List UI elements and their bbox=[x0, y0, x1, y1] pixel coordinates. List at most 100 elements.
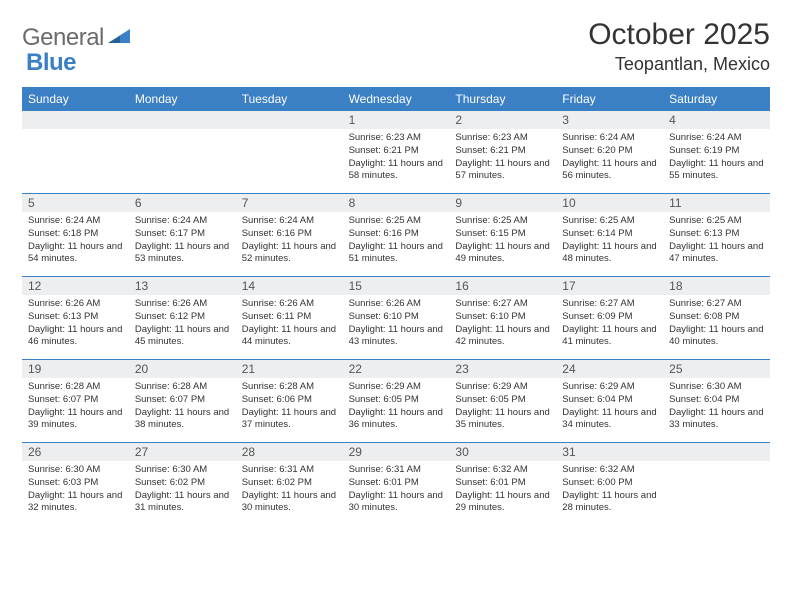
day-number: 2 bbox=[449, 111, 556, 129]
day-body: Sunrise: 6:24 AMSunset: 6:17 PMDaylight:… bbox=[129, 212, 236, 272]
day-cell: 27Sunrise: 6:30 AMSunset: 6:02 PMDayligh… bbox=[129, 443, 236, 525]
day-body: Sunrise: 6:26 AMSunset: 6:12 PMDaylight:… bbox=[129, 295, 236, 355]
day-cell: 10Sunrise: 6:25 AMSunset: 6:14 PMDayligh… bbox=[556, 194, 663, 276]
day-line: Sunrise: 6:25 AM bbox=[562, 215, 657, 228]
day-line: Daylight: 11 hours and 35 minutes. bbox=[455, 407, 550, 433]
day-cell: 23Sunrise: 6:29 AMSunset: 6:05 PMDayligh… bbox=[449, 360, 556, 442]
day-line: Sunrise: 6:28 AM bbox=[135, 381, 230, 394]
day-body: Sunrise: 6:30 AMSunset: 6:03 PMDaylight:… bbox=[22, 461, 129, 521]
day-line: Daylight: 11 hours and 32 minutes. bbox=[28, 490, 123, 516]
day-line: Sunset: 6:04 PM bbox=[562, 394, 657, 407]
day-cell: 11Sunrise: 6:25 AMSunset: 6:13 PMDayligh… bbox=[663, 194, 770, 276]
day-line: Daylight: 11 hours and 57 minutes. bbox=[455, 158, 550, 184]
day-line: Daylight: 11 hours and 40 minutes. bbox=[669, 324, 764, 350]
day-line: Sunrise: 6:28 AM bbox=[28, 381, 123, 394]
day-body: Sunrise: 6:28 AMSunset: 6:06 PMDaylight:… bbox=[236, 378, 343, 438]
day-line: Daylight: 11 hours and 55 minutes. bbox=[669, 158, 764, 184]
day-number: 19 bbox=[22, 360, 129, 378]
day-number: 14 bbox=[236, 277, 343, 295]
day-number: 29 bbox=[343, 443, 450, 461]
day-number bbox=[236, 111, 343, 129]
day-body: Sunrise: 6:27 AMSunset: 6:09 PMDaylight:… bbox=[556, 295, 663, 355]
day-line: Sunset: 6:10 PM bbox=[455, 311, 550, 324]
day-body: Sunrise: 6:24 AMSunset: 6:18 PMDaylight:… bbox=[22, 212, 129, 272]
day-line: Sunrise: 6:24 AM bbox=[242, 215, 337, 228]
day-line: Sunrise: 6:30 AM bbox=[135, 464, 230, 477]
day-line: Daylight: 11 hours and 53 minutes. bbox=[135, 241, 230, 267]
day-line: Sunset: 6:16 PM bbox=[349, 228, 444, 241]
weekday-header-row: SundayMondayTuesdayWednesdayThursdayFrid… bbox=[22, 87, 770, 111]
day-cell: 6Sunrise: 6:24 AMSunset: 6:17 PMDaylight… bbox=[129, 194, 236, 276]
day-line: Daylight: 11 hours and 30 minutes. bbox=[242, 490, 337, 516]
day-line: Daylight: 11 hours and 46 minutes. bbox=[28, 324, 123, 350]
day-line: Sunset: 6:00 PM bbox=[562, 477, 657, 490]
day-body: Sunrise: 6:30 AMSunset: 6:04 PMDaylight:… bbox=[663, 378, 770, 438]
day-line: Sunset: 6:05 PM bbox=[455, 394, 550, 407]
day-line: Daylight: 11 hours and 51 minutes. bbox=[349, 241, 444, 267]
week-row: 5Sunrise: 6:24 AMSunset: 6:18 PMDaylight… bbox=[22, 194, 770, 277]
day-cell: 5Sunrise: 6:24 AMSunset: 6:18 PMDaylight… bbox=[22, 194, 129, 276]
day-number: 3 bbox=[556, 111, 663, 129]
day-line: Sunset: 6:11 PM bbox=[242, 311, 337, 324]
day-line: Sunrise: 6:32 AM bbox=[562, 464, 657, 477]
day-cell: 8Sunrise: 6:25 AMSunset: 6:16 PMDaylight… bbox=[343, 194, 450, 276]
day-cell: 18Sunrise: 6:27 AMSunset: 6:08 PMDayligh… bbox=[663, 277, 770, 359]
day-line: Sunset: 6:07 PM bbox=[28, 394, 123, 407]
weekday-header: Thursday bbox=[449, 87, 556, 111]
day-line: Sunrise: 6:27 AM bbox=[455, 298, 550, 311]
day-cell: 29Sunrise: 6:31 AMSunset: 6:01 PMDayligh… bbox=[343, 443, 450, 525]
day-line: Sunset: 6:09 PM bbox=[562, 311, 657, 324]
day-line: Sunrise: 6:27 AM bbox=[669, 298, 764, 311]
day-line: Sunset: 6:20 PM bbox=[562, 145, 657, 158]
day-body: Sunrise: 6:24 AMSunset: 6:20 PMDaylight:… bbox=[556, 129, 663, 189]
day-line: Daylight: 11 hours and 43 minutes. bbox=[349, 324, 444, 350]
flag-icon bbox=[108, 29, 130, 47]
day-body: Sunrise: 6:26 AMSunset: 6:13 PMDaylight:… bbox=[22, 295, 129, 355]
day-cell: 21Sunrise: 6:28 AMSunset: 6:06 PMDayligh… bbox=[236, 360, 343, 442]
day-line: Sunset: 6:13 PM bbox=[669, 228, 764, 241]
day-body: Sunrise: 6:25 AMSunset: 6:16 PMDaylight:… bbox=[343, 212, 450, 272]
day-line: Sunset: 6:07 PM bbox=[135, 394, 230, 407]
day-cell bbox=[129, 111, 236, 193]
day-body: Sunrise: 6:26 AMSunset: 6:10 PMDaylight:… bbox=[343, 295, 450, 355]
day-line: Daylight: 11 hours and 49 minutes. bbox=[455, 241, 550, 267]
day-line: Sunset: 6:13 PM bbox=[28, 311, 123, 324]
day-line: Daylight: 11 hours and 31 minutes. bbox=[135, 490, 230, 516]
day-line: Sunset: 6:16 PM bbox=[242, 228, 337, 241]
day-body: Sunrise: 6:23 AMSunset: 6:21 PMDaylight:… bbox=[343, 129, 450, 189]
day-cell: 26Sunrise: 6:30 AMSunset: 6:03 PMDayligh… bbox=[22, 443, 129, 525]
day-body: Sunrise: 6:27 AMSunset: 6:08 PMDaylight:… bbox=[663, 295, 770, 355]
day-line: Sunset: 6:03 PM bbox=[28, 477, 123, 490]
day-number: 6 bbox=[129, 194, 236, 212]
day-cell: 19Sunrise: 6:28 AMSunset: 6:07 PMDayligh… bbox=[22, 360, 129, 442]
day-cell: 3Sunrise: 6:24 AMSunset: 6:20 PMDaylight… bbox=[556, 111, 663, 193]
day-line: Sunrise: 6:27 AM bbox=[562, 298, 657, 311]
day-number: 27 bbox=[129, 443, 236, 461]
day-cell bbox=[663, 443, 770, 525]
day-line: Daylight: 11 hours and 56 minutes. bbox=[562, 158, 657, 184]
day-number: 21 bbox=[236, 360, 343, 378]
day-line: Sunrise: 6:31 AM bbox=[349, 464, 444, 477]
day-cell: 7Sunrise: 6:24 AMSunset: 6:16 PMDaylight… bbox=[236, 194, 343, 276]
week-row: 12Sunrise: 6:26 AMSunset: 6:13 PMDayligh… bbox=[22, 277, 770, 360]
day-number: 26 bbox=[22, 443, 129, 461]
day-line: Daylight: 11 hours and 45 minutes. bbox=[135, 324, 230, 350]
day-cell: 2Sunrise: 6:23 AMSunset: 6:21 PMDaylight… bbox=[449, 111, 556, 193]
day-body: Sunrise: 6:27 AMSunset: 6:10 PMDaylight:… bbox=[449, 295, 556, 355]
day-number: 1 bbox=[343, 111, 450, 129]
week-row: 19Sunrise: 6:28 AMSunset: 6:07 PMDayligh… bbox=[22, 360, 770, 443]
day-cell: 9Sunrise: 6:25 AMSunset: 6:15 PMDaylight… bbox=[449, 194, 556, 276]
day-line: Sunset: 6:05 PM bbox=[349, 394, 444, 407]
logo-prefix: General bbox=[22, 24, 104, 52]
day-number: 11 bbox=[663, 194, 770, 212]
day-number: 13 bbox=[129, 277, 236, 295]
day-number: 24 bbox=[556, 360, 663, 378]
day-line: Sunset: 6:21 PM bbox=[349, 145, 444, 158]
day-cell: 31Sunrise: 6:32 AMSunset: 6:00 PMDayligh… bbox=[556, 443, 663, 525]
day-body: Sunrise: 6:31 AMSunset: 6:02 PMDaylight:… bbox=[236, 461, 343, 521]
day-number: 25 bbox=[663, 360, 770, 378]
day-body: Sunrise: 6:32 AMSunset: 6:00 PMDaylight:… bbox=[556, 461, 663, 521]
weekday-header: Tuesday bbox=[236, 87, 343, 111]
day-number bbox=[22, 111, 129, 129]
day-body: Sunrise: 6:25 AMSunset: 6:13 PMDaylight:… bbox=[663, 212, 770, 272]
